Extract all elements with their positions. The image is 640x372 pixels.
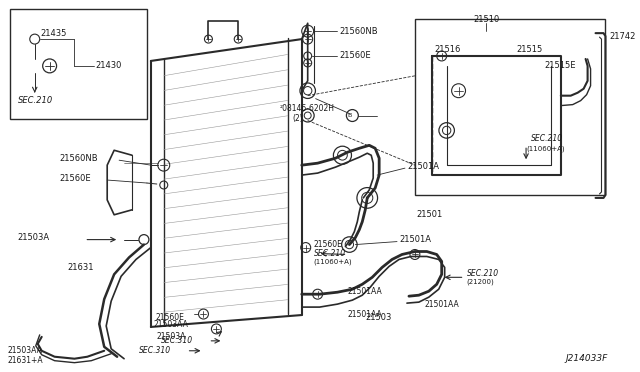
Text: 21560E: 21560E <box>314 240 342 249</box>
Text: 21516: 21516 <box>435 45 461 54</box>
Text: 21560NB: 21560NB <box>60 154 98 163</box>
Text: 21631: 21631 <box>67 263 94 272</box>
Text: 21501AA: 21501AA <box>348 310 382 318</box>
Text: SEC.210: SEC.210 <box>314 249 346 258</box>
Text: (2): (2) <box>293 114 303 123</box>
Text: 21742: 21742 <box>609 32 636 41</box>
Text: 21501A: 21501A <box>399 235 431 244</box>
Text: 21503A: 21503A <box>18 233 50 242</box>
Text: 21430: 21430 <box>95 61 122 70</box>
Text: 21501AA: 21501AA <box>425 299 460 309</box>
Text: 21510: 21510 <box>473 15 499 24</box>
Bar <box>415 19 605 195</box>
Text: 21503A: 21503A <box>157 332 186 341</box>
Text: 21503: 21503 <box>365 312 392 321</box>
Text: J214033F: J214033F <box>565 354 607 363</box>
Text: 21501AA: 21501AA <box>348 287 382 296</box>
Text: B: B <box>348 113 351 118</box>
Text: (21200): (21200) <box>467 278 494 285</box>
Text: SEC.210: SEC.210 <box>531 134 563 143</box>
Text: 21631+A: 21631+A <box>8 356 44 365</box>
Text: SEC.310: SEC.310 <box>139 346 171 355</box>
Text: SEC.210: SEC.210 <box>18 96 53 105</box>
Text: 21503AA: 21503AA <box>154 320 189 330</box>
Text: (11060+A): (11060+A) <box>526 145 564 151</box>
Text: ²08146-6202H: ²08146-6202H <box>280 104 335 113</box>
Text: SEC.310: SEC.310 <box>161 336 193 345</box>
Text: 21560E: 21560E <box>339 51 371 61</box>
Text: 21435: 21435 <box>41 29 67 38</box>
Text: 21501A: 21501A <box>407 162 439 171</box>
Text: 21560E: 21560E <box>156 312 185 321</box>
Text: 21515: 21515 <box>516 45 542 54</box>
Text: 21515E: 21515E <box>544 61 575 70</box>
Text: 21560E: 21560E <box>60 174 91 183</box>
Text: 21501: 21501 <box>417 210 443 219</box>
Bar <box>10 9 147 119</box>
Text: 21503AA: 21503AA <box>8 346 43 355</box>
Text: 21560NB: 21560NB <box>339 27 378 36</box>
Text: SEC.210: SEC.210 <box>467 269 499 278</box>
Text: (11060+A): (11060+A) <box>314 258 352 265</box>
